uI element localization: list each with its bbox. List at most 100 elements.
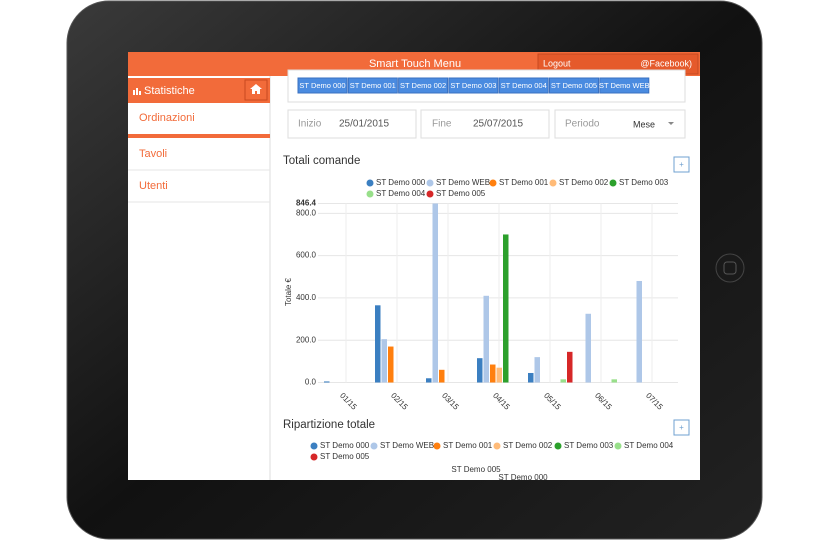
screen: Smart Touch Menu Logout @Facebook) Stati… — [128, 52, 700, 482]
bar — [611, 379, 617, 383]
legend-label: ST Demo 005 — [436, 189, 486, 198]
legend-swatch — [426, 190, 434, 198]
bar — [560, 379, 566, 383]
bar — [534, 357, 540, 383]
y-tick-label: 600.0 — [296, 251, 317, 260]
y-tick-label: 400.0 — [296, 293, 317, 302]
legend-label: ST Demo 005 — [320, 452, 370, 461]
store-button[interactable] — [448, 77, 499, 94]
bar — [432, 203, 438, 383]
expand-icon: + — [679, 160, 684, 169]
legend-label: ST Demo 000 — [320, 441, 370, 450]
store-button-label: ST Demo 001 — [350, 81, 396, 90]
bar — [567, 351, 573, 383]
filter-value: 25/01/2015 — [339, 119, 389, 130]
legend-swatch — [554, 442, 562, 450]
dropdown-arrow — [668, 122, 674, 125]
legend-swatch — [370, 442, 378, 450]
home-button[interactable] — [715, 253, 745, 283]
menu-item[interactable]: Utenti — [139, 180, 168, 192]
legend-label: ST Demo 002 — [559, 178, 609, 187]
expand-icon: + — [679, 423, 684, 432]
menu-item[interactable]: Ordinazioni — [139, 112, 195, 124]
bar — [426, 378, 432, 383]
store-button[interactable] — [549, 77, 599, 94]
store-button-label: ST Demo 003 — [450, 81, 496, 90]
filter-label: Periodo — [565, 119, 600, 130]
store-button-label: ST Demo 005 — [551, 81, 597, 90]
store-button[interactable] — [297, 77, 348, 94]
logout[interactable]: Logout — [543, 58, 571, 68]
chart-icon — [133, 88, 141, 95]
account: @Facebook) — [640, 58, 692, 68]
expand-button[interactable] — [673, 156, 690, 173]
y-tick-label: 800.0 — [296, 208, 317, 217]
filter-label: Fine — [432, 119, 452, 130]
store-button-label: ST Demo 000 — [299, 81, 345, 90]
legend-label: ST Demo 004 — [376, 189, 426, 198]
legend-label: ST Demo 002 — [503, 441, 553, 450]
filter-label: Inizio — [298, 119, 322, 130]
section-title: Totali comande — [283, 155, 360, 167]
bar — [503, 234, 509, 383]
slice-label: ST Demo 005 — [451, 465, 501, 474]
sidebar-title: Statistiche — [144, 85, 195, 97]
bar — [528, 372, 534, 383]
active-indicator — [128, 134, 270, 138]
legend-swatch — [433, 442, 441, 450]
y-axis-label: Totale € — [284, 277, 293, 306]
legend-swatch — [609, 179, 617, 187]
store-button[interactable] — [398, 77, 449, 94]
legend-label: ST Demo WEB — [436, 178, 490, 187]
menu-item[interactable]: Tavoli — [139, 148, 167, 160]
bar — [477, 358, 483, 383]
home-button-icon — [723, 261, 737, 275]
store-button-label: ST Demo WEB — [599, 81, 650, 90]
legend-label: ST Demo 003 — [564, 441, 614, 450]
expand-button[interactable] — [673, 419, 690, 436]
legend-swatch — [366, 179, 374, 187]
bar — [381, 339, 387, 383]
legend-label: ST Demo 000 — [376, 178, 426, 187]
filter-box[interactable] — [554, 109, 686, 139]
legend-swatch — [426, 179, 434, 187]
filter-box[interactable] — [287, 109, 417, 139]
legend-swatch — [310, 442, 318, 450]
store-button-label: ST Demo 002 — [400, 81, 446, 90]
filter-value: 25/07/2015 — [473, 119, 523, 130]
bar — [388, 346, 394, 383]
legend-swatch — [489, 179, 497, 187]
bar — [375, 305, 381, 383]
legend-label: ST Demo 001 — [499, 178, 549, 187]
legend-label: ST Demo 004 — [624, 441, 674, 450]
filter-box[interactable] — [420, 109, 550, 139]
y-tick-label: 846.4 — [296, 199, 317, 208]
bar — [585, 313, 591, 383]
legend-label: ST Demo 003 — [619, 178, 669, 187]
store-button[interactable] — [498, 77, 549, 94]
filter-value: Mese — [633, 119, 655, 129]
bar — [496, 367, 502, 383]
store-button-label: ST Demo 004 — [501, 81, 547, 90]
legend-swatch — [366, 190, 374, 198]
y-tick-label: 0.0 — [305, 378, 317, 387]
legend-label: ST Demo WEB — [380, 441, 434, 450]
home-icon — [250, 84, 262, 94]
bar — [636, 280, 642, 383]
legend-swatch — [493, 442, 501, 450]
slice-label: ST Demo 000 — [498, 473, 548, 482]
legend-swatch — [614, 442, 622, 450]
legend-label: ST Demo 001 — [443, 441, 493, 450]
y-tick-label: 200.0 — [296, 335, 317, 344]
bar — [490, 364, 496, 383]
store-button[interactable] — [347, 77, 398, 94]
app-title: Smart Touch Menu — [369, 58, 461, 70]
store-buttons: ST Demo 000 ST Demo 001 ST Demo 002 ST Demo… — [297, 77, 650, 94]
pie-legend: ST Demo 000 ST Demo WEB ST Demo 001 ST Demo… — [310, 441, 674, 461]
section-title: Ripartizione totale — [283, 419, 375, 431]
bar — [439, 369, 445, 383]
store-button[interactable] — [599, 77, 650, 94]
